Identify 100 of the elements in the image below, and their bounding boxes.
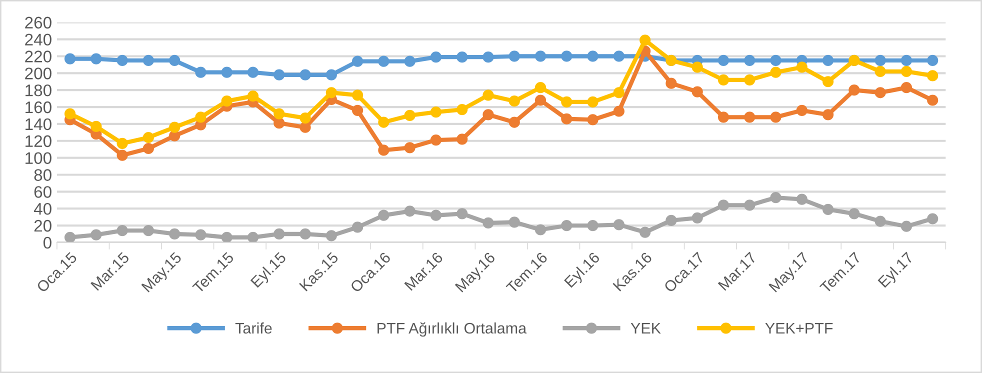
point	[404, 110, 416, 122]
point	[770, 54, 782, 66]
y-tick-label: 220	[25, 50, 52, 62]
point	[927, 54, 938, 66]
point	[247, 66, 259, 78]
legend-label: YEK+PTF	[765, 322, 833, 334]
point	[64, 53, 76, 64]
y-tick-label: 260	[25, 16, 52, 29]
point	[430, 106, 442, 118]
y-tick-label: 240	[25, 34, 52, 46]
point	[221, 232, 232, 242]
point	[430, 134, 442, 146]
point	[90, 229, 102, 240]
legend-label: PTF Ağırlıklı Ortalama	[378, 322, 527, 337]
point	[587, 96, 598, 108]
point	[692, 86, 703, 98]
point	[142, 142, 154, 154]
point	[666, 78, 677, 89]
point	[169, 54, 180, 66]
point	[221, 96, 232, 107]
point	[874, 54, 886, 66]
point	[796, 194, 808, 205]
point	[90, 53, 102, 64]
point	[534, 224, 546, 236]
point	[587, 50, 598, 62]
y-tick-label: 0	[43, 236, 52, 249]
point	[116, 54, 128, 66]
point	[274, 108, 285, 120]
point	[142, 54, 154, 66]
point	[796, 62, 808, 73]
point	[822, 204, 834, 215]
y-tick-label: 140	[26, 118, 52, 130]
point	[744, 200, 756, 211]
legend-label: YEK	[630, 322, 661, 334]
point	[796, 104, 808, 116]
point	[822, 54, 834, 66]
y-tick-label: 200	[25, 68, 52, 80]
point	[169, 122, 180, 133]
point	[770, 66, 782, 78]
point	[195, 229, 206, 240]
point	[508, 50, 520, 62]
point	[378, 116, 390, 128]
point	[274, 69, 285, 80]
point	[561, 50, 572, 62]
point	[352, 222, 364, 233]
point	[534, 50, 546, 62]
point	[692, 212, 703, 224]
point	[116, 138, 128, 149]
y-tick-label: 20	[34, 220, 52, 232]
point	[874, 87, 886, 98]
point	[142, 225, 154, 236]
point	[247, 232, 259, 242]
point	[274, 228, 285, 240]
y-tick-label: 120	[26, 135, 52, 148]
point	[613, 106, 624, 117]
point	[900, 82, 912, 94]
point	[195, 112, 206, 123]
point	[822, 109, 834, 120]
point	[430, 52, 442, 63]
point	[404, 142, 416, 154]
point	[352, 104, 364, 116]
point	[561, 96, 572, 108]
y-tick-label: 60	[34, 186, 52, 198]
y-tick-label: 180	[26, 84, 52, 96]
y-tick-label: 80	[34, 169, 52, 181]
point	[744, 112, 756, 123]
point	[142, 132, 154, 144]
point	[718, 74, 730, 86]
point	[456, 104, 468, 116]
point	[64, 232, 76, 242]
y-tick-label: 160	[26, 101, 52, 114]
point	[927, 70, 938, 82]
point	[300, 228, 311, 240]
point	[326, 230, 337, 242]
point	[692, 62, 703, 73]
point	[482, 109, 494, 120]
point	[326, 69, 337, 80]
point	[378, 56, 390, 67]
point	[169, 228, 180, 240]
point	[300, 69, 311, 80]
point	[247, 90, 259, 102]
point	[718, 54, 730, 66]
point	[613, 87, 624, 98]
point	[482, 90, 494, 101]
point	[221, 66, 232, 78]
point	[90, 120, 102, 132]
point	[666, 214, 677, 226]
point	[378, 144, 390, 156]
point	[482, 52, 494, 63]
point	[456, 52, 468, 63]
point	[508, 96, 520, 107]
point	[822, 76, 834, 88]
point	[456, 134, 468, 145]
point	[561, 113, 572, 124]
point	[404, 206, 416, 217]
point	[274, 118, 285, 129]
point	[900, 220, 912, 232]
point	[508, 216, 520, 228]
point	[613, 50, 624, 62]
point	[508, 116, 520, 128]
